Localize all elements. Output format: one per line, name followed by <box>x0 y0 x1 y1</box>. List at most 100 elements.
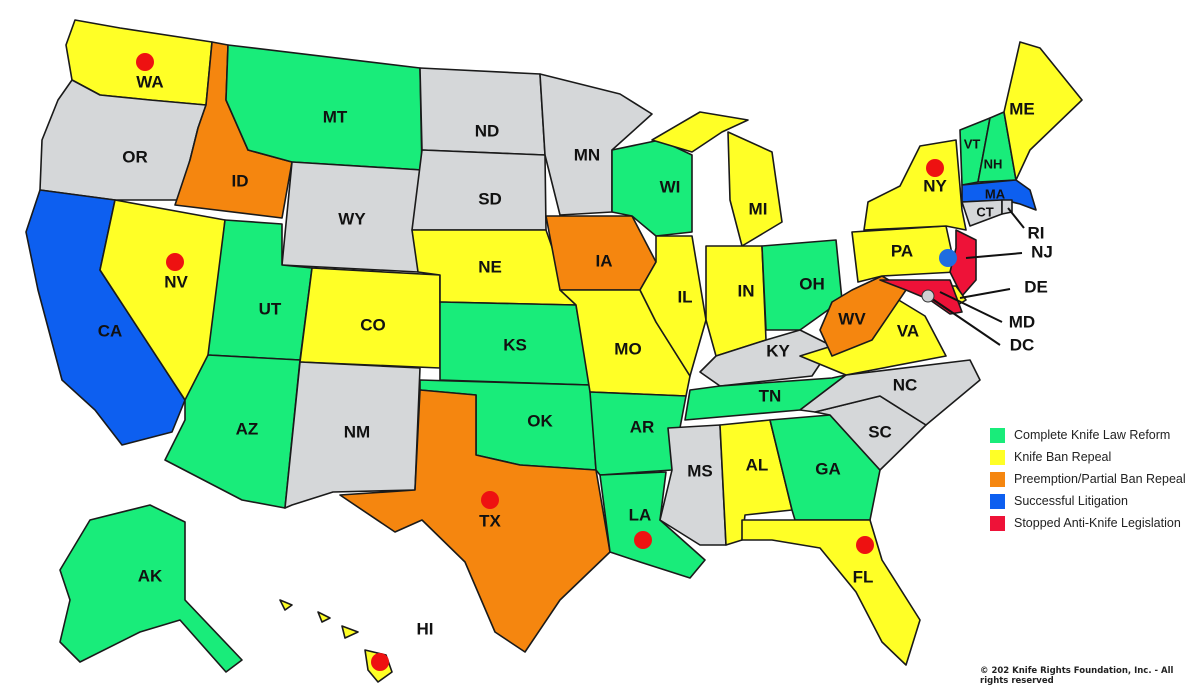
state-label: MA <box>985 186 1006 201</box>
legend-label: Preemption/Partial Ban Repeal <box>1014 472 1186 486</box>
state-hi <box>279 599 293 611</box>
legend-item-preemption: Preemption/Partial Ban Repeal <box>990 468 1186 490</box>
legend-swatch <box>990 427 1005 443</box>
state-label: FL <box>853 567 874 586</box>
legend-swatch <box>990 515 1005 531</box>
state-ny <box>863 139 967 231</box>
copyright-notice: © 202 Knife Rights Foundation, Inc. - Al… <box>980 666 1174 686</box>
state-label: DE <box>1024 277 1048 296</box>
legend-label: Knife Ban Repeal <box>1014 450 1112 464</box>
state-label: OH <box>799 274 825 293</box>
state-label: KS <box>503 335 527 354</box>
state-label: VT <box>964 136 981 151</box>
gray-dot-marker <box>921 289 935 303</box>
red-dot-marker <box>166 253 184 271</box>
legend-label: Successful Litigation <box>1014 494 1128 508</box>
state-wv <box>819 275 907 357</box>
state-label: NM <box>344 422 370 441</box>
state-la <box>599 471 706 579</box>
state-nc <box>799 359 981 426</box>
state-label: MD <box>1009 312 1035 331</box>
leader-line <box>959 288 1011 299</box>
legend-item-stopped: Stopped Anti-Knife Legislation <box>990 512 1186 534</box>
state-label: TX <box>479 511 501 530</box>
state-label: AK <box>138 566 163 585</box>
state-label: SD <box>478 189 502 208</box>
legend-swatch <box>990 449 1005 465</box>
state-label: MT <box>323 107 348 126</box>
state-mi <box>727 131 783 247</box>
state-label: IN <box>738 281 755 300</box>
red-dot-marker <box>856 536 874 554</box>
state-tx <box>339 389 611 653</box>
state-label: AZ <box>236 419 259 438</box>
state-label: IA <box>596 251 613 270</box>
state-label: TN <box>759 386 782 405</box>
state-label: CO <box>360 315 386 334</box>
leader-line <box>1007 207 1025 229</box>
state-oh <box>761 239 843 331</box>
state-label: AL <box>746 455 769 474</box>
leader-line <box>927 295 1001 346</box>
state-label: HI <box>417 619 434 638</box>
state-label: LA <box>629 505 652 524</box>
state-label: NE <box>478 257 502 276</box>
state-nm <box>284 361 421 509</box>
state-ms <box>659 424 727 546</box>
state-label: WA <box>136 72 163 91</box>
state-label: SC <box>868 422 892 441</box>
state-hi <box>317 611 331 623</box>
state-label: NJ <box>1031 242 1053 261</box>
legend-item-reform: Complete Knife Law Reform <box>990 424 1186 446</box>
state-il <box>639 235 707 377</box>
legend-item-repeal: Knife Ban Repeal <box>990 446 1186 468</box>
state-label: CT <box>976 204 993 219</box>
state-label: ME <box>1009 99 1035 118</box>
red-dot-marker <box>371 653 389 671</box>
state-label: RI <box>1028 223 1045 242</box>
state-hi <box>341 625 359 639</box>
leader-line <box>965 252 1023 259</box>
state-label: AR <box>630 417 655 436</box>
state-label: NV <box>164 272 188 291</box>
state-label: VA <box>897 321 919 340</box>
state-label: PA <box>891 241 913 260</box>
state-label: MS <box>687 461 713 480</box>
legend-label: Stopped Anti-Knife Legislation <box>1014 516 1181 530</box>
state-label: NY <box>923 176 947 195</box>
state-label: NH <box>984 156 1003 171</box>
state-label: ID <box>232 171 249 190</box>
red-dot-marker <box>926 159 944 177</box>
state-label: KY <box>766 341 790 360</box>
state-label: GA <box>815 459 841 478</box>
state-label: DC <box>1010 335 1035 354</box>
state-label: MO <box>614 339 641 358</box>
state-label: MI <box>749 199 768 218</box>
state-label: WV <box>838 309 866 328</box>
legend: Complete Knife Law Reform Knife Ban Repe… <box>990 424 1186 534</box>
legend-label: Complete Knife Law Reform <box>1014 428 1171 442</box>
state-ak <box>59 504 243 673</box>
state-fl <box>741 519 921 666</box>
red-dot-marker <box>634 531 652 549</box>
state-label: MN <box>574 145 600 164</box>
state-label: UT <box>259 299 282 318</box>
state-label: NC <box>893 375 918 394</box>
leader-line <box>939 291 1003 323</box>
state-nd <box>419 67 546 156</box>
state-ar <box>589 391 687 476</box>
legend-item-litigation: Successful Litigation <box>990 490 1186 512</box>
red-dot-marker <box>136 53 154 71</box>
state-label: OK <box>527 411 553 430</box>
state-mi <box>651 111 749 153</box>
state-label: WI <box>660 177 681 196</box>
state-label: OR <box>122 147 148 166</box>
blue-dot-marker <box>939 249 957 267</box>
state-label: IL <box>677 287 692 306</box>
legend-swatch <box>990 471 1005 487</box>
legend-swatch <box>990 493 1005 509</box>
red-dot-marker <box>481 491 499 509</box>
state-in <box>705 245 767 357</box>
state-label: ND <box>475 121 500 140</box>
